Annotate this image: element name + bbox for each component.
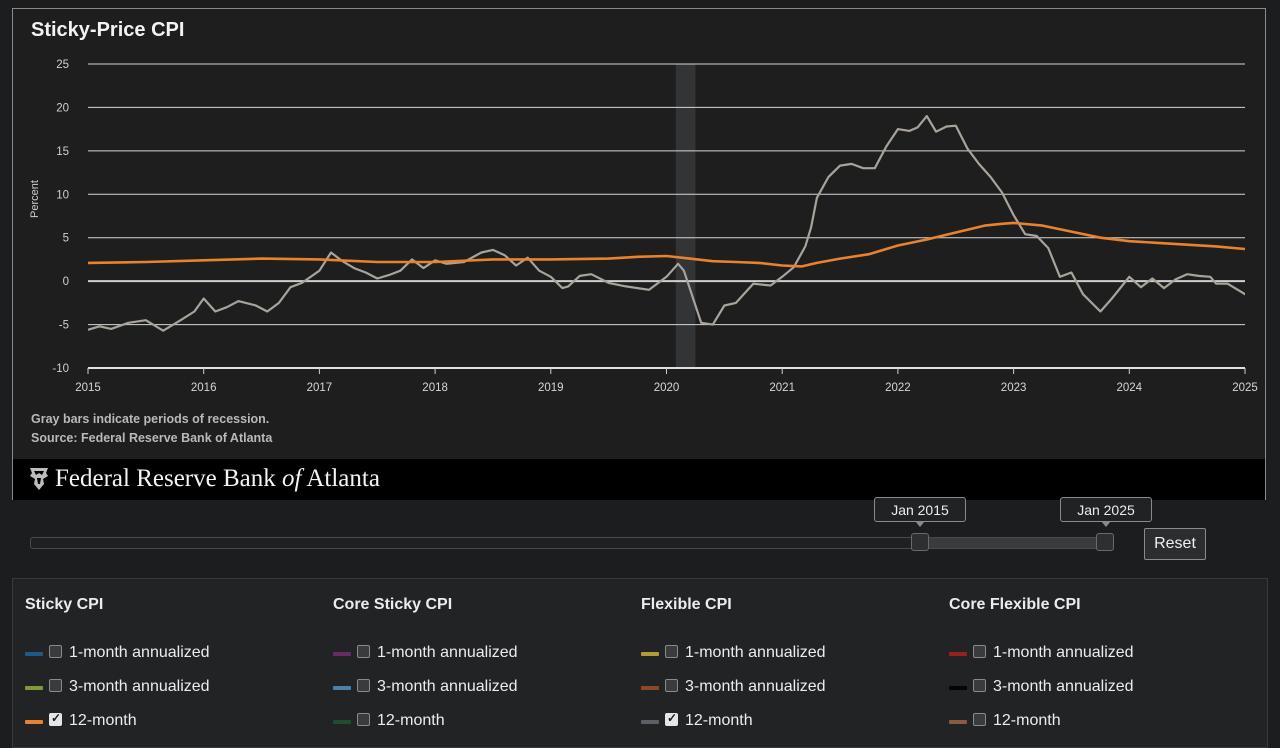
- y-axis-title: Percent: [29, 180, 41, 218]
- x-tick-label: 2025: [1232, 382, 1258, 394]
- series-label: 12-month: [685, 712, 753, 729]
- series-label: 12-month: [993, 712, 1061, 729]
- series-color-swatch: [333, 686, 351, 690]
- brand-name: Federal Reserve Bank of Atlanta: [55, 465, 380, 493]
- x-tick-label: 2022: [885, 382, 911, 394]
- series-color-swatch: [641, 686, 659, 690]
- legend-group-title: Sticky CPI: [25, 596, 104, 613]
- series-label: 3-month annualized: [685, 678, 826, 695]
- series-checkbox[interactable]: [49, 711, 62, 726]
- series-checkbox[interactable]: [973, 713, 986, 726]
- series-color-swatch: [641, 652, 659, 656]
- y-tick-label: 20: [56, 102, 69, 114]
- series-checkbox[interactable]: [49, 645, 62, 658]
- x-tick-label: 2023: [1001, 382, 1027, 394]
- x-tick-label: 2020: [654, 382, 680, 394]
- slider-start-label: Jan 2015: [874, 497, 966, 527]
- y-tick-label: 10: [56, 189, 69, 201]
- y-tick-label: 25: [56, 59, 69, 71]
- series-checkbox[interactable]: [973, 645, 986, 658]
- series-color-swatch: [333, 720, 351, 724]
- date-range-selected: [920, 538, 1105, 548]
- series-checkbox[interactable]: [357, 713, 370, 726]
- series-checkbox[interactable]: [357, 679, 370, 692]
- x-tick-label: 2015: [75, 382, 101, 394]
- legend-group-title: Core Sticky CPI: [333, 596, 453, 613]
- y-tick-label: 5: [63, 233, 69, 245]
- x-tick-label: 2024: [1117, 382, 1143, 394]
- x-tick-label: 2019: [538, 382, 564, 394]
- series-checkbox[interactable]: [973, 679, 986, 692]
- series-label: 1-month annualized: [377, 644, 518, 661]
- series-label: 3-month annualized: [993, 678, 1134, 695]
- series-label: 1-month annualized: [69, 644, 210, 661]
- brand-name-part1: Federal Reserve Bank: [55, 465, 283, 492]
- series-checkbox[interactable]: [665, 711, 678, 726]
- brand-name-of: of: [282, 465, 302, 492]
- source-note: Source: Federal Reserve Bank of Atlanta: [31, 431, 273, 445]
- series-label: 1-month annualized: [993, 644, 1134, 661]
- chart-frame: Sticky-Price CPI 25 20 15 10 5 0 -5 -10 2015 2016…: [12, 8, 1266, 500]
- y-tick-label: 0: [63, 276, 69, 288]
- x-tick-label: 2021: [769, 382, 795, 394]
- recession-note: Gray bars indicate periods of recession.: [31, 412, 270, 426]
- y-tick-label: 15: [56, 146, 69, 158]
- eagle-logo-icon: [30, 468, 48, 490]
- flexible-cpi-12-month-line: [88, 115, 1245, 332]
- slider-start-handle[interactable]: [911, 533, 929, 551]
- series-checkbox[interactable]: [665, 679, 678, 692]
- recession-band: [675, 64, 696, 368]
- series-legend-panel: Sticky CPI 1-month annualized 3-month annu…: [12, 578, 1268, 748]
- series-label: 12-month: [377, 712, 445, 729]
- series-color-swatch: [333, 652, 351, 656]
- series-checkbox[interactable]: [49, 679, 62, 692]
- series-color-swatch: [25, 720, 43, 724]
- series-color-swatch: [949, 686, 967, 690]
- series-color-swatch: [641, 720, 659, 724]
- legend-group-title: Core Flexible CPI: [949, 596, 1081, 613]
- series-label: 3-month annualized: [69, 678, 210, 695]
- series-color-swatch: [25, 686, 43, 690]
- series-color-swatch: [949, 720, 967, 724]
- x-tick-label: 2017: [307, 382, 333, 394]
- brand-bar: Federal Reserve Bank of Atlanta: [13, 459, 1265, 500]
- reset-button[interactable]: Reset: [1144, 528, 1206, 560]
- series-label: 1-month annualized: [685, 644, 826, 661]
- slider-end-label: Jan 2025: [1060, 497, 1152, 527]
- y-tick-label: -5: [59, 320, 69, 332]
- series-label: 3-month annualized: [377, 678, 518, 695]
- y-tick-label: -10: [52, 363, 69, 375]
- brand-name-part2: Atlanta: [301, 465, 380, 492]
- series-label: 12-month: [69, 712, 137, 729]
- series-color-swatch: [949, 652, 967, 656]
- chart-title: Sticky-Price CPI: [31, 19, 185, 41]
- x-tick-label: 2016: [191, 382, 217, 394]
- legend-group-title: Flexible CPI: [641, 596, 732, 613]
- series-checkbox[interactable]: [357, 645, 370, 658]
- series-color-swatch: [25, 652, 43, 656]
- series-checkbox[interactable]: [665, 645, 678, 658]
- x-tick-label: 2018: [422, 382, 448, 394]
- slider-end-handle[interactable]: [1096, 533, 1114, 551]
- sticky-cpi-12-month-line: [88, 221, 1245, 268]
